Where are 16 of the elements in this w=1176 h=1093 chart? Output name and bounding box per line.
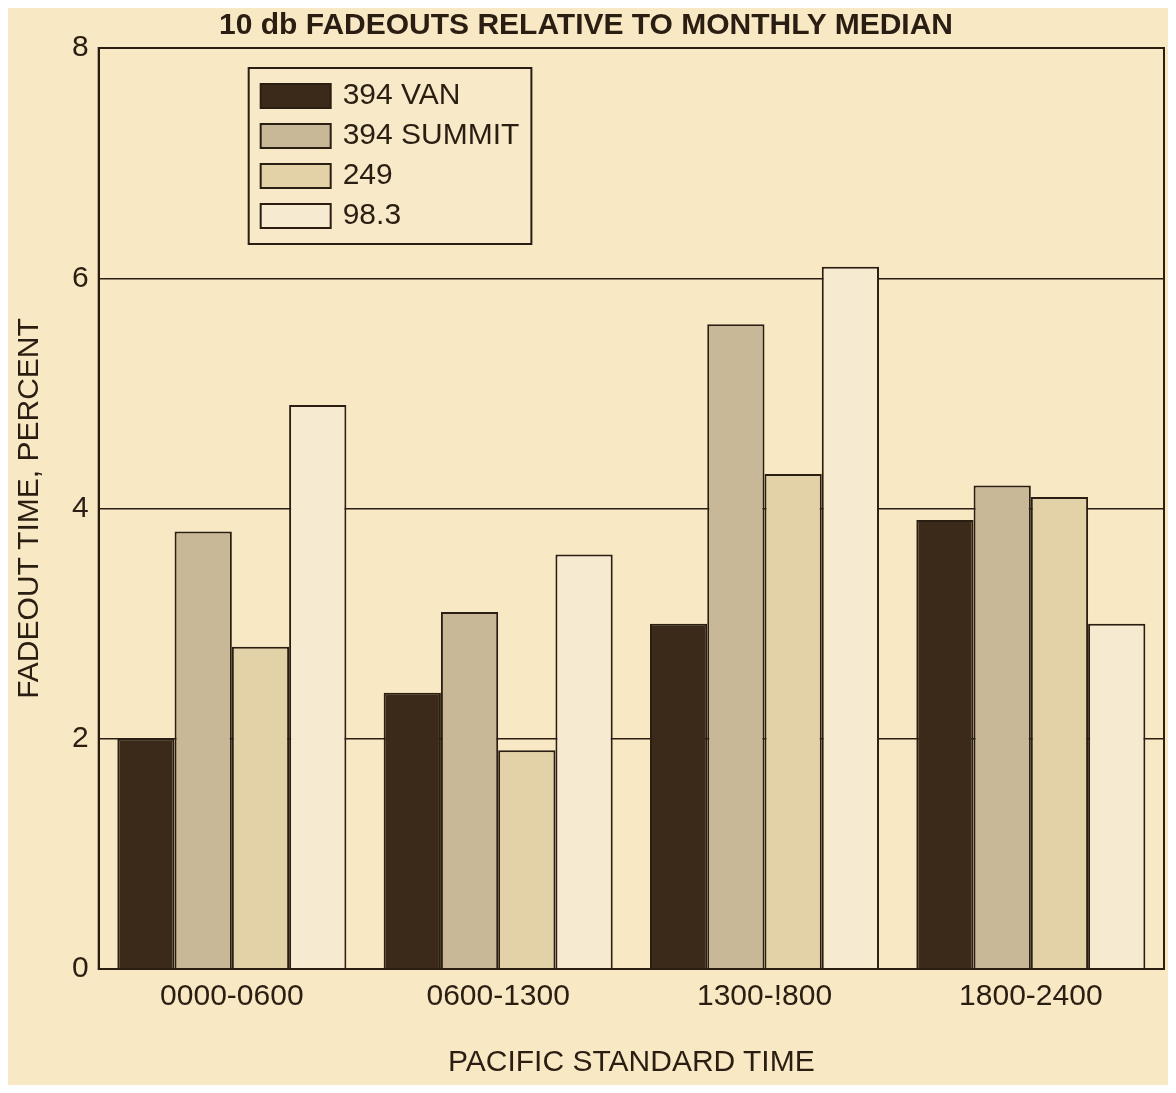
x-axis-title: PACIFIC STANDARD TIME <box>447 1044 815 1078</box>
x-tick-label: 1300-!800 <box>696 978 833 1012</box>
x-tick-label: 1800-2400 <box>959 978 1103 1012</box>
legend-label: 98.3 <box>342 197 402 231</box>
y-tick-label: 8 <box>72 29 89 63</box>
legend-label: 394 VAN <box>342 77 461 111</box>
legend-label: 394 SUMMIT <box>342 117 520 151</box>
y-axis-title: FADEOUT TIME, PERCENT <box>11 318 45 699</box>
chart-title: 10 db FADEOUTS RELATIVE TO MONTHLY MEDIAN <box>219 7 953 41</box>
legend-label: 249 <box>342 157 393 191</box>
y-tick-label: 4 <box>72 489 89 523</box>
x-tick-label: 0600-1300 <box>426 978 570 1012</box>
y-tick-label: 6 <box>72 259 89 293</box>
y-tick-label: 0 <box>72 950 89 984</box>
y-tick-label: 2 <box>72 720 89 754</box>
x-tick-label: 0000-0600 <box>160 978 304 1012</box>
